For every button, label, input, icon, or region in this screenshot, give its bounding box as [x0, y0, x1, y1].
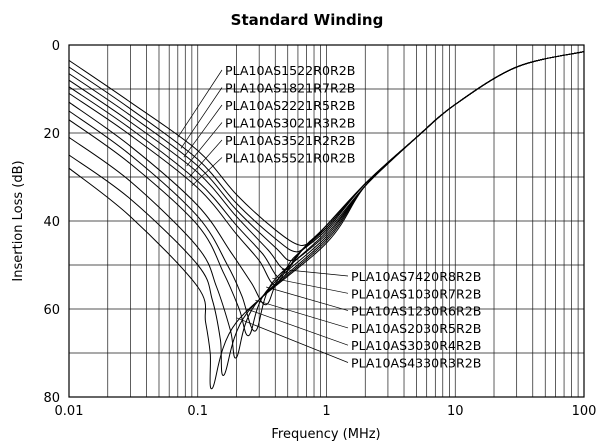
leader-line [272, 277, 349, 294]
tick-labels: 0.01 0.1 1 10 100 0 20 40 60 80 [43, 39, 596, 419]
y-axis-label: Insertion Loss (dB) [11, 160, 26, 281]
leader-line [266, 286, 349, 311]
plot-frame [68, 44, 585, 398]
y-tick-label: 80 [43, 391, 60, 406]
x-tick-label: 0.1 [187, 404, 208, 419]
series-label: PLA10AS1030R7R2B [351, 286, 481, 301]
series-label: PLA10AS2030R5R2B [351, 321, 481, 336]
x-tick-label: 100 [572, 404, 597, 419]
series-label: PLA10AS2221R5R2B [225, 98, 355, 113]
leader-line [177, 69, 223, 138]
chart-title: Standard Winding [231, 11, 384, 29]
leader-line [180, 87, 223, 149]
series-label: PLA10AS1230R6R2B [351, 304, 481, 319]
x-tick-label: 0.01 [55, 404, 84, 419]
series-line-pla10as4330r3r2b [68, 51, 585, 390]
y-tick-label: 60 [43, 303, 60, 318]
series-label: PLA10AS1821R7R2B [225, 81, 355, 96]
leader-line [255, 299, 349, 329]
series-label: PLA10AS1522R0R2B [225, 63, 355, 78]
series-label: PLA10AS5521R0R2B [225, 151, 355, 166]
series-label: PLA10AS3021R3R2B [225, 116, 355, 131]
series-label: PLA10AS7420R8R2B [351, 269, 481, 284]
leader-line [191, 157, 223, 187]
x-tick-label: 10 [447, 404, 464, 419]
leader-line [236, 317, 349, 363]
series-label: PLA10AS3521R2R2B [225, 133, 355, 148]
y-tick-label: 20 [43, 127, 60, 142]
series-label: PLA10AS4330R3R2B [351, 356, 481, 371]
leader-line [189, 139, 223, 178]
series-label: PLA10AS3030R4R2B [351, 338, 481, 353]
leader-line [246, 308, 349, 346]
leader-line [281, 269, 349, 277]
leader-line [183, 104, 223, 158]
series-labels: PLA10AS1522R0R2B PLA10AS1821R7R2B PLA10AS2… [225, 63, 481, 371]
leader-line [186, 122, 223, 167]
x-axis-label: Frequency (MHz) [271, 427, 380, 442]
y-tick-label: 0 [52, 39, 60, 54]
x-tick-label: 1 [322, 404, 330, 419]
leader-lines [177, 69, 349, 363]
y-tick-label: 40 [43, 215, 60, 230]
